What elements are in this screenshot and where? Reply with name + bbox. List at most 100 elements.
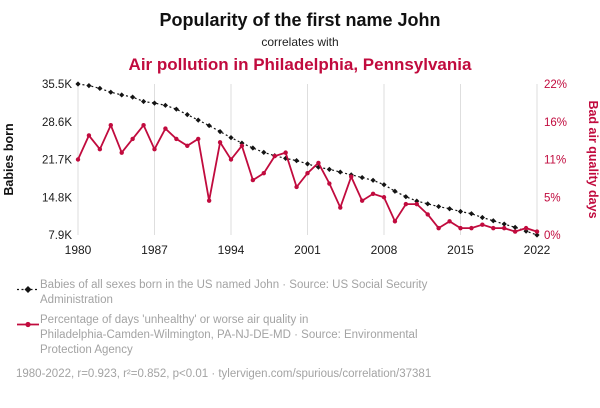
pollution-series-marker — [469, 225, 474, 231]
pollution-series-marker — [491, 225, 496, 231]
john-series-marker — [130, 94, 136, 100]
pollution-series-marker — [338, 205, 343, 210]
john-series-marker — [326, 166, 332, 172]
john-series-marker — [468, 211, 475, 217]
john-series-marker — [195, 117, 201, 123]
right-axis-tick-label: 11% — [544, 155, 566, 167]
x-axis-tick-label: 2022 — [524, 243, 551, 257]
john-series-marker — [184, 112, 190, 118]
john-series-marker — [250, 145, 256, 151]
john-series-marker — [173, 106, 179, 112]
left-axis-tick-label: 7.9K — [48, 230, 72, 242]
pollution-series-marker — [75, 157, 81, 162]
pollution-series-marker — [250, 177, 256, 183]
left-axis-tick-label: 21.7K — [42, 155, 72, 167]
pollution-series-marker — [480, 222, 485, 227]
pollution-series-marker — [458, 225, 463, 231]
secondary-title: Air pollution in Philadelphia, Pennsylva… — [128, 55, 472, 74]
john-series-marker — [512, 224, 518, 230]
john-series-marker — [140, 98, 147, 105]
john-series-marker — [490, 218, 496, 224]
pollution-series-marker — [119, 150, 124, 155]
john-series-marker — [283, 155, 289, 162]
correlates-with-subtitle: correlates with — [261, 35, 339, 49]
john-series-marker — [381, 182, 387, 188]
right-axis-tick-label: 22% — [544, 79, 567, 91]
john-series-marker — [457, 208, 464, 215]
john-series-marker — [151, 100, 158, 106]
john-series-marker — [359, 174, 365, 181]
pollution-series-marker — [512, 229, 518, 234]
john-series-marker — [97, 85, 103, 91]
left-axis-tick-label: 28.6K — [42, 117, 72, 129]
john-series-marker — [217, 128, 223, 135]
pollution-series-marker — [108, 122, 113, 128]
legend-item-john: Babies of all sexes born in the US named… — [16, 278, 586, 308]
john-series-marker — [425, 201, 431, 207]
left-axis-tick-label: 35.5K — [42, 79, 72, 91]
x-axis-tick-label: 1994 — [218, 243, 245, 257]
pollution-series-marker — [436, 225, 441, 231]
pollution-series-marker — [327, 181, 332, 186]
john-series-marker — [446, 206, 453, 212]
pollution-series-marker — [196, 136, 201, 142]
john-series-marker — [108, 89, 114, 95]
pollution-series-marker — [239, 143, 245, 148]
x-axis-tick-label: 2015 — [447, 243, 474, 257]
pollution-series-marker — [152, 147, 157, 152]
pollution-series-marker — [403, 201, 409, 207]
pollution-legend-marker-icon — [16, 316, 40, 334]
john-series-marker — [293, 157, 300, 164]
pollution-series-marker — [447, 219, 452, 224]
pollution-series-marker — [370, 191, 376, 197]
pollution-series-marker — [294, 184, 299, 190]
pollution-series-marker — [206, 198, 212, 203]
pollution-legend-label: Percentage of days 'unhealthy' or worse … — [40, 314, 418, 356]
pollution-series-marker — [97, 147, 103, 152]
pollution-series-marker — [163, 126, 168, 131]
john-series-marker — [86, 83, 92, 89]
pollution-series-marker — [283, 150, 288, 155]
pollution-series-marker — [261, 171, 266, 176]
x-axis-tick-label: 1987 — [141, 243, 168, 257]
john-series-marker — [261, 149, 267, 155]
chart-area: 1980 1987 1994 2001 2008 2015 2022 7.9K 14.8K 21.… — [0, 77, 600, 272]
john-series-marker — [501, 221, 507, 227]
pollution-series-marker — [217, 140, 223, 145]
john-series-marker — [315, 164, 322, 170]
right-axis-tick-label: 0% — [544, 230, 561, 242]
john-legend-label: Babies of all sexes born in the US named… — [40, 279, 428, 306]
pollution-series-marker — [392, 219, 398, 224]
john-series-marker — [228, 135, 234, 141]
john-series-marker — [119, 92, 125, 98]
x-axis-tick-label: 1980 — [65, 243, 92, 257]
john-series-marker — [162, 102, 169, 108]
pollution-series-marker — [316, 160, 321, 166]
john-series-marker — [304, 161, 311, 167]
footer-stats: 1980-2022, r=0.923, r²=0.852, p<0.01 · t… — [16, 368, 432, 380]
john-series-marker — [436, 203, 442, 210]
john-series-marker — [337, 169, 343, 175]
pollution-series-marker — [502, 225, 507, 231]
pollution-series-marker — [174, 136, 179, 142]
page-title: Popularity of the first name John — [159, 10, 441, 30]
john-series-marker — [479, 214, 485, 221]
right-axis-title: Bad air quality days — [586, 100, 600, 218]
right-axis-tick-label: 5% — [544, 192, 561, 204]
left-axis-tick-label: 14.8K — [42, 192, 72, 204]
pollution-series-marker — [228, 157, 234, 162]
john-legend-marker-icon — [16, 281, 40, 299]
left-axis-title: Babies born — [2, 123, 16, 195]
pollution-series-marker — [141, 122, 146, 128]
john-series-marker — [370, 177, 376, 183]
x-axis-tick-label: 2001 — [294, 243, 321, 257]
pollution-series-marker — [414, 201, 419, 207]
pollution-series-marker — [359, 198, 365, 203]
pollution-series-marker — [534, 229, 540, 234]
john-series-marker — [206, 122, 212, 129]
pollution-series-marker — [305, 171, 310, 176]
pollution-series-marker — [523, 225, 529, 231]
pollution-series-marker — [130, 136, 135, 142]
pollution-series-marker — [185, 143, 190, 148]
